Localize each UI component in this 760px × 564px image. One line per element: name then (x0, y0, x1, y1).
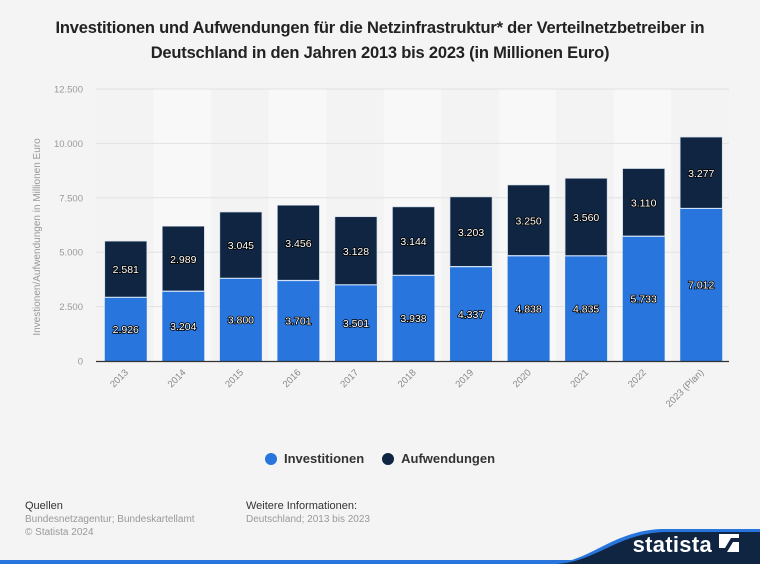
data-label: 3.045 (228, 240, 254, 252)
x-tick-label: 2020 (511, 367, 534, 390)
bar-aufwendungen-2023Plan[interactable] (679, 136, 723, 209)
legend-label-investitionen: Investitionen (283, 451, 365, 466)
data-label: 4.835 (573, 303, 599, 315)
data-label: 3.277 (688, 168, 714, 180)
legend-marker-investitionen (264, 452, 277, 465)
legend: Investitionen Aufwendungen (0, 451, 760, 466)
bar-investitionen-2020[interactable] (507, 255, 550, 361)
bar-investitionen-2021[interactable] (565, 255, 608, 361)
data-label: 4.838 (515, 303, 541, 315)
bar-aufwendungen-2017[interactable] (334, 216, 378, 286)
bar-investitionen-2019[interactable] (450, 266, 493, 361)
bar-aufwendungen-2013[interactable] (104, 240, 148, 298)
copyright-text: © Statista 2024 (25, 527, 94, 538)
info-text: Deutschland; 2013 bis 2023 (246, 514, 370, 525)
data-label: 3.204 (170, 321, 196, 333)
x-tick-label: 2015 (223, 367, 246, 390)
bar-investitionen-2014[interactable] (162, 291, 205, 361)
x-tick-label: 2017 (338, 367, 361, 390)
y-tick-label: 0 (78, 357, 83, 368)
bar-investitionen-2018[interactable] (392, 275, 435, 361)
data-label: 3.110 (631, 197, 657, 209)
y-tick-label: 2.500 (59, 302, 83, 313)
data-label: 3.456 (285, 238, 311, 250)
x-tick-label: 2016 (281, 367, 304, 390)
data-label: 3.938 (400, 313, 426, 325)
chart-title-line2: Deutschland in den Jahren 2013 bis 2023 … (150, 44, 610, 62)
chart-title: Investitionen und Aufwendungen für die N… (0, 16, 760, 66)
x-tick-label: 2018 (396, 367, 419, 390)
data-label: 3.250 (515, 215, 541, 227)
bar-aufwendungen-2020[interactable] (507, 184, 550, 257)
bar-aufwendungen-2018[interactable] (392, 206, 435, 276)
x-tick-label: 2023 (Plan) (664, 367, 707, 410)
data-label: 2.989 (170, 254, 196, 266)
legend-label-aufwendungen: Aufwendungen (401, 451, 496, 466)
bar-investitionen-2016[interactable] (277, 280, 320, 361)
legend-marker-aufwendungen (382, 452, 395, 465)
x-axis-ticks: 2013 2014 2015 2016 2017 2018 2019 2020 2021 2022… (108, 367, 706, 410)
x-tick-label: 2021 (569, 367, 592, 390)
data-label: 2.926 (113, 324, 139, 336)
data-label: 2.581 (113, 264, 139, 276)
data-label: 3.560 (573, 212, 599, 224)
x-tick-label: 2019 (453, 367, 476, 390)
x-tick-label: 2022 (626, 367, 649, 390)
legend-item-aufwendungen[interactable]: Aufwendungen (382, 451, 495, 466)
sources-block: Quellen Bundesnetzagentur; Bundeskartell… (25, 500, 195, 539)
data-label: 3.701 (285, 316, 311, 328)
bar-investitionen-2022[interactable] (622, 236, 665, 361)
data-label: 5.733 (631, 294, 657, 306)
chart-area: 0 2.500 5.000 7.500 10.000 12.500 2.926 2.581 3… (32, 85, 729, 410)
info-block: Weitere Informationen: Deutschland; 2013… (246, 500, 370, 526)
bar-investitionen-2015[interactable] (219, 278, 262, 361)
bar-investitionen-2013[interactable] (104, 297, 147, 361)
x-tick-label: 2014 (166, 367, 189, 390)
data-label: 3.144 (400, 236, 426, 248)
y-axis-label: Investionen/Aufwendungen in Millionen Eu… (32, 138, 43, 336)
info-heading: Weitere Informationen: (246, 500, 358, 512)
data-labels: 2.926 2.581 3.204 2.989 3.800 3.045 3.701 3.456… (112, 167, 715, 337)
y-axis-ticks: 0 2.500 5.000 7.500 10.000 12.500 (54, 85, 83, 368)
bottom-accent-bar (0, 560, 760, 564)
bar-aufwendungen-2016[interactable] (277, 204, 320, 281)
y-tick-label: 7.500 (59, 193, 83, 204)
x-tick-label: 2013 (108, 367, 131, 390)
brand-name: statista (632, 532, 712, 557)
data-label: 3.128 (343, 246, 369, 258)
sources-heading: Quellen (25, 500, 63, 512)
data-label: 4.337 (458, 309, 484, 321)
data-label: 3.203 (458, 227, 484, 239)
statista-logo-icon (719, 534, 739, 552)
y-tick-label: 5.000 (59, 248, 83, 259)
data-label: 3.800 (228, 315, 254, 327)
bar-aufwendungen-2021[interactable] (564, 178, 608, 257)
brand-wave (550, 529, 760, 564)
chart-title-line1: Investitionen und Aufwendungen für die N… (55, 19, 705, 37)
bar-aufwendungen-2015[interactable] (219, 211, 263, 279)
statista-brand[interactable]: statista (550, 524, 760, 564)
data-label: 3.501 (343, 318, 369, 330)
y-tick-label: 12.500 (54, 85, 83, 96)
bar-aufwendungen-2014[interactable] (162, 225, 205, 292)
legend-item-investitionen[interactable]: Investitionen (264, 451, 365, 466)
bar-investitionen-2017[interactable] (334, 284, 377, 361)
sources-text[interactable]: Bundesnetzagentur; Bundeskartellamt (25, 514, 195, 525)
data-label: 7.012 (688, 280, 714, 292)
bar-investitionen-2023Plan[interactable] (680, 208, 723, 361)
y-tick-label: 10.000 (54, 139, 83, 150)
bars (104, 136, 723, 361)
bar-aufwendungen-2019[interactable] (449, 196, 493, 267)
